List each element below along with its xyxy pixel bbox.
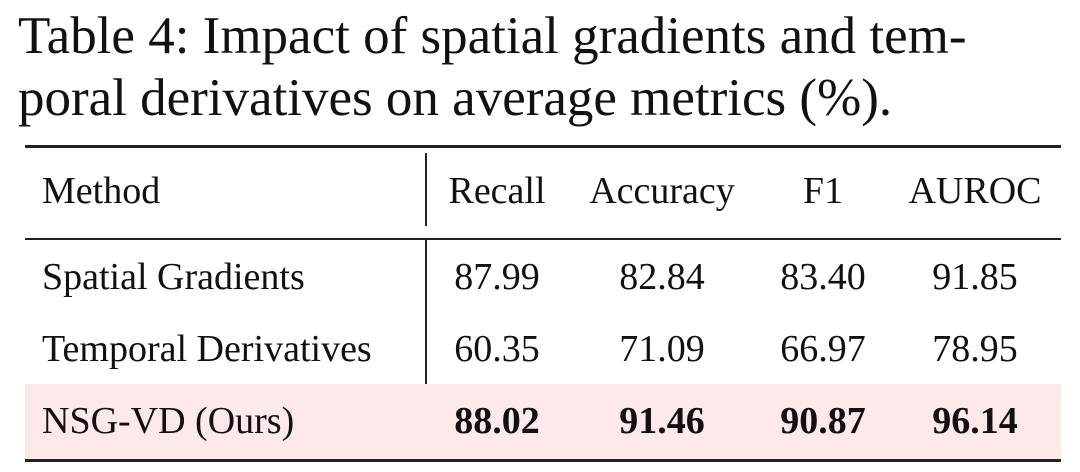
mid-rule: [25, 238, 1061, 240]
value-cell: 91.46: [619, 400, 705, 442]
header-cell: AUROC: [908, 170, 1042, 212]
value-cell: 96.14: [932, 400, 1018, 442]
caption-line: Table 4: Impact of spatial gradients and…: [18, 7, 967, 65]
bottom-rule: [25, 459, 1061, 462]
method-cell: Temporal Derivatives: [42, 328, 372, 370]
column-separator: [425, 153, 427, 226]
value-cell: 88.02: [454, 400, 540, 442]
value-cell: 83.40: [780, 256, 866, 298]
value-cell: 91.85: [932, 256, 1018, 298]
caption-line: poral derivatives on average metrics (%)…: [18, 69, 893, 127]
header-cell: Accuracy: [589, 170, 735, 212]
value-cell: 66.97: [780, 328, 866, 370]
header-cell: Method: [42, 170, 161, 212]
value-cell: 78.95: [932, 328, 1018, 370]
header-cell: Recall: [448, 170, 546, 212]
highlight-row-bg: [25, 384, 1061, 459]
method-cell: Spatial Gradients: [42, 256, 305, 298]
top-rule: [25, 145, 1061, 148]
value-cell: 87.99: [454, 256, 540, 298]
value-cell: 71.09: [619, 328, 705, 370]
column-separator: [425, 240, 427, 384]
value-cell: 82.84: [619, 256, 705, 298]
header-cell: F1: [802, 170, 844, 212]
value-cell: 90.87: [780, 400, 866, 442]
method-cell: NSG-VD (Ours): [42, 400, 295, 442]
value-cell: 60.35: [454, 328, 540, 370]
